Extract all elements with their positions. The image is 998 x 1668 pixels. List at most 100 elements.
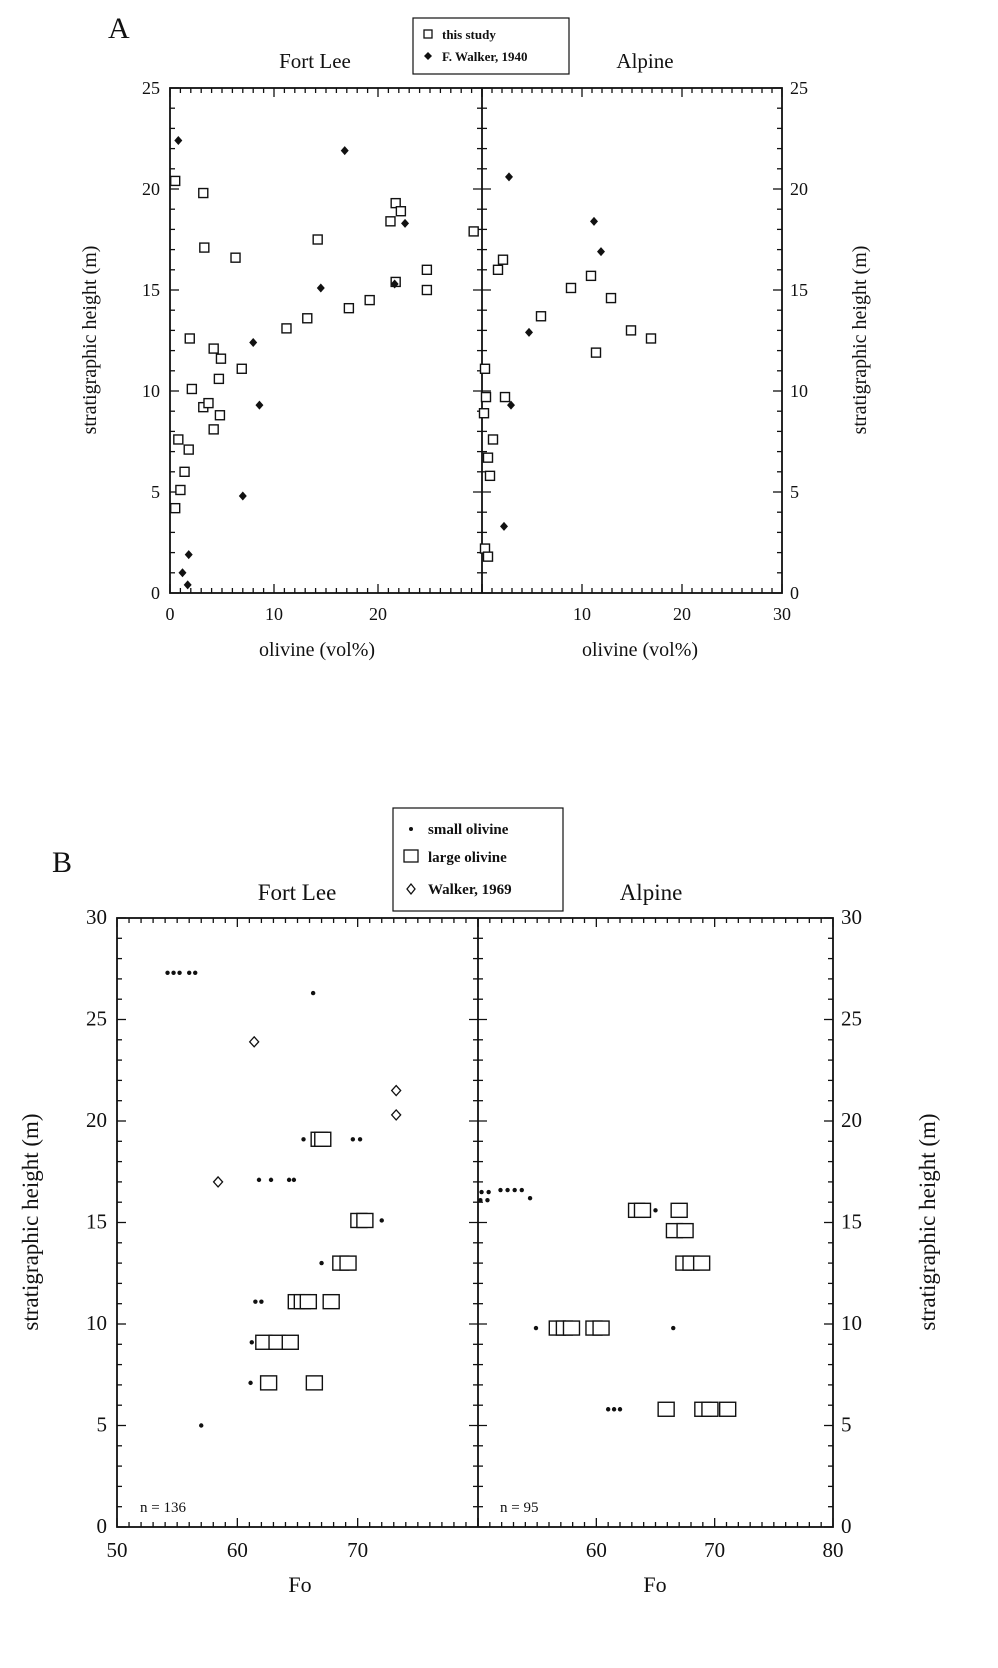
data-point-small-olivine	[319, 1260, 324, 1266]
data-point-this-study	[395, 206, 407, 217]
panel-b-left-xlabel: Fo	[288, 1572, 311, 1597]
y-tick-label-right: 25	[790, 78, 808, 98]
x-tick-label: 10	[573, 604, 591, 624]
data-point-this-study	[625, 325, 637, 336]
panel-a-legend: this study F. Walker, 1940	[412, 17, 570, 75]
legend-item-small-olivine: small olivine	[428, 822, 509, 838]
data-point-small-olivine	[617, 1407, 623, 1412]
data-point-walker-1940	[238, 491, 247, 501]
panel-b-letter: B	[52, 846, 72, 879]
data-point-this-study	[590, 347, 602, 358]
data-point-small-olivine	[248, 1380, 253, 1386]
data-point-walker-1940	[500, 521, 508, 531]
data-point-this-study	[497, 254, 509, 265]
panel-b-left-ylabel: stratigraphic height (m)	[18, 1113, 43, 1330]
data-point-walker-1940	[255, 400, 264, 410]
panel-b-right-count: n = 95	[500, 1500, 538, 1516]
data-point-walker-1940	[590, 216, 598, 226]
data-point-walker-1940	[507, 400, 515, 410]
data-point-this-study	[179, 466, 190, 477]
x-tick-label: 20	[369, 604, 387, 624]
data-point-large-olivine	[592, 1320, 610, 1336]
y-tick-label-left: 5	[97, 1413, 108, 1437]
x-tick-label: 60	[586, 1538, 607, 1562]
y-tick-label-left: 10	[142, 381, 160, 401]
panel-a-letter: A	[108, 12, 130, 45]
x-tick-label: 70	[347, 1538, 368, 1562]
data-point-this-study	[482, 452, 494, 463]
legend-open-diamond-icon	[406, 882, 416, 896]
data-point-large-olivine	[657, 1401, 675, 1417]
data-point-large-olivine	[701, 1401, 719, 1417]
data-point-this-study	[535, 311, 547, 322]
data-point-this-study	[169, 502, 181, 514]
data-point-small-olivine	[505, 1187, 510, 1193]
data-point-small-olivine	[512, 1187, 517, 1193]
legend-filled-diamond-icon	[424, 52, 432, 60]
x-tick-label: 60	[227, 1538, 248, 1562]
y-tick-label-right: 5	[790, 482, 799, 502]
y-tick-label-right: 0	[790, 583, 799, 603]
data-point-this-study	[480, 391, 492, 403]
data-point-small-olivine	[671, 1325, 676, 1331]
data-point-walker-1940	[249, 338, 258, 348]
y-tick-label-right: 15	[790, 280, 808, 300]
data-point-small-olivine	[177, 970, 182, 976]
panel-b-points	[165, 970, 737, 1428]
data-point-this-study	[479, 363, 491, 374]
data-point-this-study	[487, 434, 499, 445]
data-point-this-study	[468, 226, 479, 237]
data-point-small-olivine	[256, 1177, 262, 1183]
data-point-small-olivine	[485, 1197, 490, 1203]
y-tick-label-right: 0	[841, 1514, 852, 1538]
data-point-this-study	[175, 484, 186, 496]
data-point-this-study	[421, 284, 433, 296]
legend-item-large-olivine: large olivine	[428, 850, 507, 866]
data-point-small-olivine	[605, 1407, 611, 1412]
y-tick-label-right: 10	[790, 381, 808, 401]
data-point-this-study	[281, 323, 292, 334]
data-point-small-olivine	[611, 1407, 617, 1412]
legend-item-walker-1969: Walker, 1969	[428, 882, 512, 898]
data-point-this-study	[213, 373, 225, 385]
data-point-walker-1940	[178, 568, 187, 578]
data-point-this-study	[173, 434, 184, 445]
y-tick-label-right: 10	[841, 1311, 862, 1335]
data-point-small-olivine	[249, 1340, 254, 1345]
panel-a: A this study F. Walker, 1940 Fort Lee Al…	[79, 12, 871, 661]
data-point-this-study	[421, 264, 433, 275]
panel-a-left-title: Fort Lee	[279, 49, 351, 73]
data-point-this-study	[199, 242, 210, 253]
data-point-small-olivine	[171, 970, 176, 976]
data-point-small-olivine	[350, 1137, 356, 1142]
y-tick-label-right: 5	[841, 1413, 852, 1437]
data-point-this-study	[186, 383, 198, 395]
data-point-this-study	[484, 470, 496, 482]
data-point-walker-1940	[184, 550, 193, 560]
data-point-walker-1969	[212, 1175, 224, 1188]
data-point-small-olivine	[379, 1218, 384, 1223]
data-point-walker-1969	[390, 1108, 402, 1121]
panel-a-right-title: Alpine	[616, 49, 673, 73]
y-tick-label-left: 25	[142, 78, 160, 98]
x-tick-label: 10	[265, 604, 283, 624]
data-point-large-olivine	[676, 1222, 694, 1239]
data-point-walker-1940	[401, 218, 410, 228]
data-point-large-olivine	[339, 1255, 357, 1271]
panel-a-right-xlabel: olivine (vol%)	[582, 639, 698, 661]
legend-item-this-study: this study	[442, 27, 496, 42]
data-point-walker-1940	[340, 146, 349, 156]
data-point-small-olivine	[193, 970, 198, 976]
data-point-large-olivine	[314, 1131, 332, 1147]
data-point-this-study	[230, 252, 241, 263]
panel-a-left-xlabel: olivine (vol%)	[259, 639, 375, 661]
data-point-small-olivine	[286, 1177, 292, 1183]
data-point-this-study	[312, 234, 323, 245]
y-tick-label-right: 20	[790, 179, 808, 199]
data-point-this-study	[214, 410, 226, 421]
y-tick-label-left: 15	[142, 280, 160, 300]
data-point-walker-1940	[525, 327, 533, 337]
data-point-small-olivine	[259, 1299, 264, 1304]
data-point-this-study	[385, 216, 396, 227]
panel-b-right-ylabel: stratigraphic height (m)	[915, 1113, 940, 1330]
